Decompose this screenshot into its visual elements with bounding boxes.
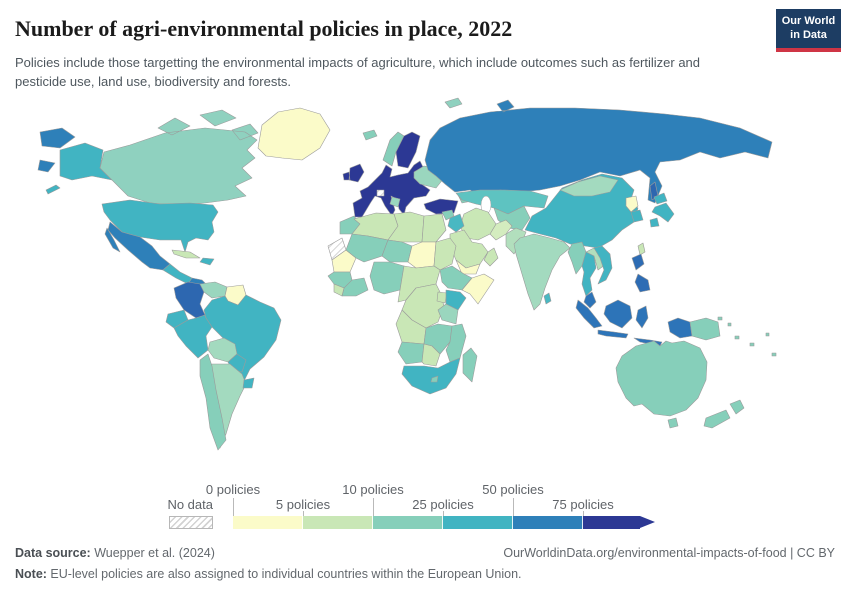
legend-label-75: 75 policies [552,497,614,512]
region-lesotho[interactable] [430,375,439,383]
region-uganda[interactable] [436,291,448,304]
region-switzerland[interactable] [376,189,385,197]
region-russia-far-east[interactable] [37,127,76,173]
legend-no-data-swatch[interactable] [169,516,213,529]
region-vietnam[interactable] [593,245,613,285]
chart-subtitle: Policies include those targetting the en… [15,55,701,89]
region-chad[interactable] [407,241,437,269]
region-niger[interactable] [381,239,413,263]
region-indonesia[interactable] [575,299,693,347]
region-cuba[interactable] [171,249,201,259]
region-nigeria[interactable] [369,261,405,295]
owid-logo-line2: in Data [790,29,827,42]
legend-no-data-label: No data [167,497,213,512]
region-colombia[interactable] [173,281,206,319]
region-european-union[interactable] [342,131,431,218]
note-text: EU-level policies are also assigned to i… [46,567,522,581]
region-kazakhstan[interactable] [455,189,549,215]
data-source-line: Data source: Wuepper et al. (2024) [15,546,215,560]
region-taiwan[interactable] [637,242,646,256]
legend-bin-75-plus[interactable] [583,516,640,529]
owid-logo[interactable]: Our World in Data [776,9,841,52]
region-iceland[interactable] [362,129,378,141]
legend-bin-0-5[interactable] [233,516,303,529]
rights-link[interactable]: OurWorldinData.org/environmental-impacts… [503,546,835,560]
region-myanmar[interactable] [567,241,587,275]
note-line: Note: EU-level policies are also assigne… [15,567,522,581]
region-svalbard[interactable] [444,97,463,109]
region-south-africa[interactable] [401,357,461,395]
legend-bin-10-25[interactable] [373,516,443,529]
page-title: Number of agri-environmental policies in… [15,16,513,41]
region-botswana[interactable] [421,343,441,367]
region-guinea-coast[interactable] [333,283,345,297]
region-usa[interactable] [101,199,219,253]
region-philippines[interactable] [631,253,651,293]
region-mongolia[interactable] [559,175,619,197]
region-japan[interactable] [649,192,675,228]
region-namibia[interactable] [397,341,425,365]
region-egypt[interactable] [421,213,447,243]
region-canada[interactable] [99,109,259,206]
region-madagascar[interactable] [462,347,478,383]
note-label: Note: [15,567,47,581]
legend-tick [233,498,234,516]
region-new-zealand[interactable] [703,399,745,429]
region-central-america[interactable] [162,263,193,285]
region-tanzania[interactable] [437,303,459,325]
region-iraq[interactable] [447,213,465,233]
region-uruguay[interactable] [242,377,255,389]
region-kenya[interactable] [445,289,467,311]
world-map [0,95,850,485]
legend-tick [373,498,374,516]
region-south-korea[interactable] [630,209,644,223]
legend-label-5: 5 policies [275,497,331,512]
data-source-label: Data source: [15,546,91,560]
legend-bin-5-10[interactable] [303,516,373,529]
region-turkey[interactable] [423,198,459,215]
region-cameroon-car[interactable] [397,265,441,303]
region-mauritania[interactable] [331,249,357,273]
region-north-korea[interactable] [625,195,639,213]
region-china[interactable] [524,173,639,249]
region-sri-lanka[interactable] [543,292,552,305]
region-greenland[interactable] [257,107,331,161]
owid-logo-line1: Our World [781,15,836,27]
region-hispaniola[interactable] [199,257,215,266]
region-thailand[interactable] [581,251,597,297]
region-venezuela[interactable] [199,281,228,299]
legend-color-bar [233,516,655,529]
legend-label-25: 25 policies [412,497,474,512]
region-india[interactable] [513,233,571,311]
region-malaysia[interactable] [583,291,597,309]
region-somalia[interactable] [461,273,495,305]
region-peru[interactable] [173,314,213,359]
legend-bin-25-50[interactable] [443,516,513,529]
legend-tick [513,498,514,516]
region-sudan[interactable] [433,237,457,271]
region-balkans[interactable] [389,196,401,208]
legend-arrow [640,516,655,528]
data-source-link[interactable]: Wuepper et al. (2024) [90,546,215,560]
region-oman[interactable] [483,247,499,267]
legend-bin-50-75[interactable] [513,516,583,529]
region-syria[interactable] [441,209,455,221]
region-pacific-islands[interactable] [717,316,777,357]
region-australia[interactable] [615,340,708,429]
region-chile[interactable] [199,353,227,451]
region-papua-new-guinea[interactable] [689,317,721,341]
